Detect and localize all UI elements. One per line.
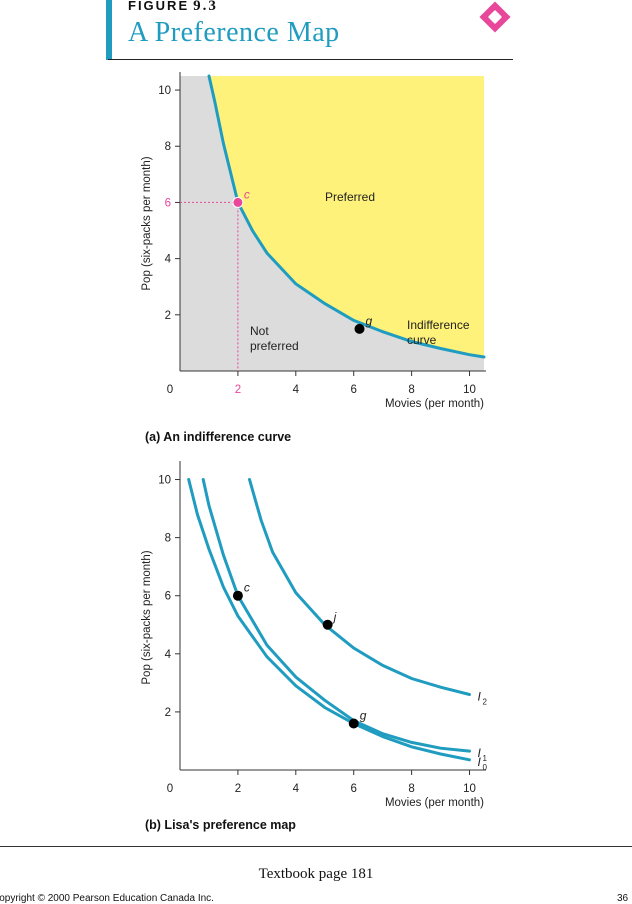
chart2-point-c	[232, 590, 243, 601]
chart1-x-tick-label: 6	[351, 384, 357, 396]
chart2-indifference-curve	[187, 478, 471, 762]
figure-number: 9.3	[193, 0, 218, 14]
chart2-y-tick-label: 2	[165, 707, 171, 719]
chart1-x-tick-label: 8	[408, 384, 414, 396]
footer-page-ref: Textbook page 181	[258, 866, 374, 882]
chart2-y-axis-label: Pop (six-packs per month)	[141, 550, 153, 684]
chart1-region-preferred	[209, 76, 484, 357]
chart1-y-tick-label: 6	[165, 197, 171, 209]
chart2-point-label-g: g	[360, 709, 367, 723]
chart1-point-label-c: c	[244, 187, 250, 201]
caption-b: (b) Lisa's preference map	[145, 818, 296, 832]
footer-page-number: 36	[617, 893, 629, 904]
chart2-curve-label-subscript: 0	[483, 763, 488, 772]
chart1-curve-label: Indifference	[407, 318, 470, 332]
chart2-curve-label: I	[478, 755, 482, 769]
chart2-curve-label: I	[478, 689, 482, 703]
chart2-curve-label-subscript: 1	[483, 754, 488, 763]
chart1-preferred-label: Preferred	[325, 190, 375, 204]
figure-label-text: FIGURE	[128, 0, 190, 13]
chart2-indifference-curve	[248, 478, 471, 696]
chart1-not-preferred-label: Not	[250, 324, 269, 338]
footer-copyright: Copyright © 2000 Pearson Education Canad…	[0, 893, 214, 904]
chart2-x-tick-label: 2	[235, 783, 241, 795]
caption-a: (a) An indifference curve	[145, 430, 292, 444]
chart1-y-tick-label: 2	[165, 310, 171, 322]
chart1-y-tick-label: 10	[158, 85, 171, 97]
chart2-curve-label-subscript: 2	[483, 697, 488, 706]
footer-rule	[0, 846, 632, 847]
figure-title: A Preference Map	[128, 17, 340, 48]
chart2-x-tick-label: 4	[293, 783, 300, 795]
chart2-y-tick-label: 4	[165, 649, 172, 661]
chart1-x-tick-label: 10	[463, 384, 476, 396]
chart2-x-tick-label: 8	[408, 783, 414, 795]
chart1-y-tick-label: 8	[165, 141, 171, 153]
chart1-x-tick-label: 4	[293, 384, 300, 396]
chart1-y-axis-label: Pop (six-packs per month)	[141, 156, 153, 290]
chart1-y-tick-label: 4	[165, 254, 172, 266]
chart1-not-preferred-label: preferred	[250, 339, 299, 353]
chart2-x-axis-label: Movies (per month)	[385, 797, 484, 809]
chart1-point-label-g: g	[366, 314, 373, 328]
chart1-x-tick-label: 2	[235, 384, 241, 396]
chart1-indifference-curve	[207, 74, 486, 359]
chart2-point-label-j: j	[332, 610, 337, 624]
chart2-y-tick-label: 10	[158, 475, 171, 487]
chart2-x-tick-label: 0	[167, 783, 173, 795]
chart2-x-tick-label: 10	[463, 783, 476, 795]
chart1-curve-label: curve	[407, 333, 437, 347]
title-rule	[108, 59, 513, 60]
chart1-x-axis-label: Movies (per month)	[385, 398, 484, 410]
chart1-point-g	[354, 323, 365, 334]
chart2-point-g	[348, 718, 359, 729]
figure-label: FIGURE 9.3	[128, 0, 218, 15]
chart2-point-j	[322, 619, 333, 630]
chart2-x-tick-label: 6	[351, 783, 357, 795]
chart2-point-label-c: c	[244, 581, 250, 595]
chart1-x-tick-label: 0	[167, 384, 173, 396]
chart2-y-tick-label: 6	[165, 591, 171, 603]
figure-accent-bar	[106, 0, 112, 60]
chart2-indifference-curve	[201, 478, 471, 753]
chart2-curve-label: I	[478, 746, 482, 760]
chart2-y-tick-label: 8	[165, 533, 171, 545]
chart1-point-c	[232, 196, 244, 208]
